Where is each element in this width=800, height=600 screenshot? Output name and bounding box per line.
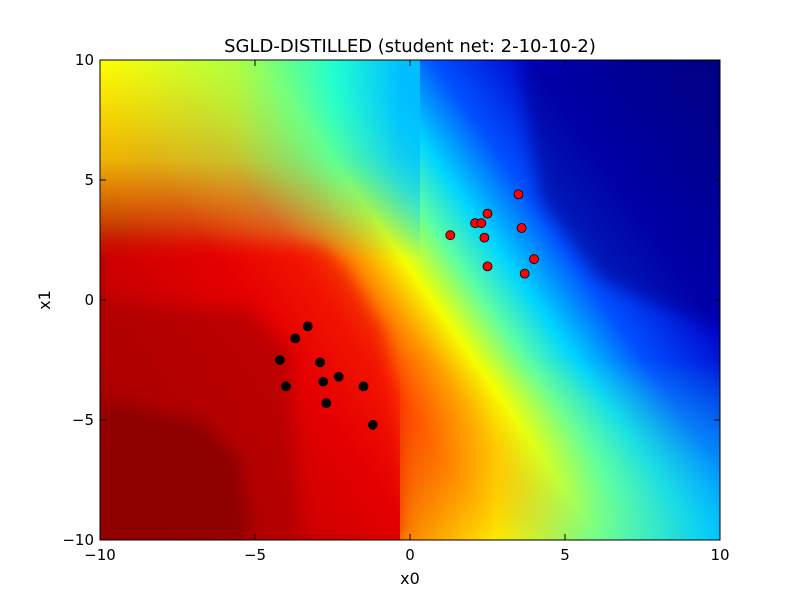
- data-point-series1-6: [281, 381, 291, 392]
- data-point-series1-1: [290, 333, 301, 344]
- data-point-series1-8: [321, 398, 332, 409]
- data-point-series1-5: [318, 376, 329, 387]
- data-point-series1-0: [302, 321, 313, 332]
- data-point-series0-3: [476, 218, 487, 229]
- data-point-series0-7: [482, 261, 493, 272]
- chart-title: SGLD-DISTILLED (student net: 2-10-10-2): [224, 36, 596, 57]
- y-tick-label: −5: [72, 411, 94, 429]
- x-tick-label: 10: [710, 546, 729, 564]
- data-point-series0-1: [482, 208, 493, 219]
- data-point-series1-9: [367, 419, 378, 430]
- data-point-series0-6: [516, 223, 527, 233]
- data-point-series0-0: [513, 189, 524, 200]
- x-tick-label: −5: [244, 546, 266, 564]
- x-axis-ticks: −10 −5 0 5 10: [84, 60, 730, 564]
- scatter-points: [274, 189, 539, 430]
- y-tick-label: 0: [84, 291, 94, 309]
- y-tick-label: −10: [62, 531, 94, 549]
- x-tick-label: 0: [405, 546, 415, 564]
- probability-contour: [100, 60, 720, 540]
- x-tick-label: −10: [84, 546, 116, 564]
- y-axis-label: x1: [35, 290, 54, 310]
- data-point-series1-2: [274, 355, 285, 365]
- x-axis-label: x0: [400, 569, 420, 588]
- data-point-series0-9: [519, 268, 530, 279]
- y-axis-ticks: −10 −5 0 5 10: [62, 51, 720, 549]
- data-point-series1-3: [315, 357, 326, 368]
- data-point-series0-8: [529, 254, 539, 265]
- data-point-series0-5: [479, 232, 490, 243]
- y-tick-label: 10: [75, 51, 94, 69]
- data-point-series0-4: [445, 230, 456, 241]
- data-point-series1-4: [333, 371, 344, 382]
- x-tick-label: 5: [560, 546, 570, 564]
- y-tick-label: 5: [84, 171, 94, 189]
- data-point-series1-7: [358, 381, 369, 392]
